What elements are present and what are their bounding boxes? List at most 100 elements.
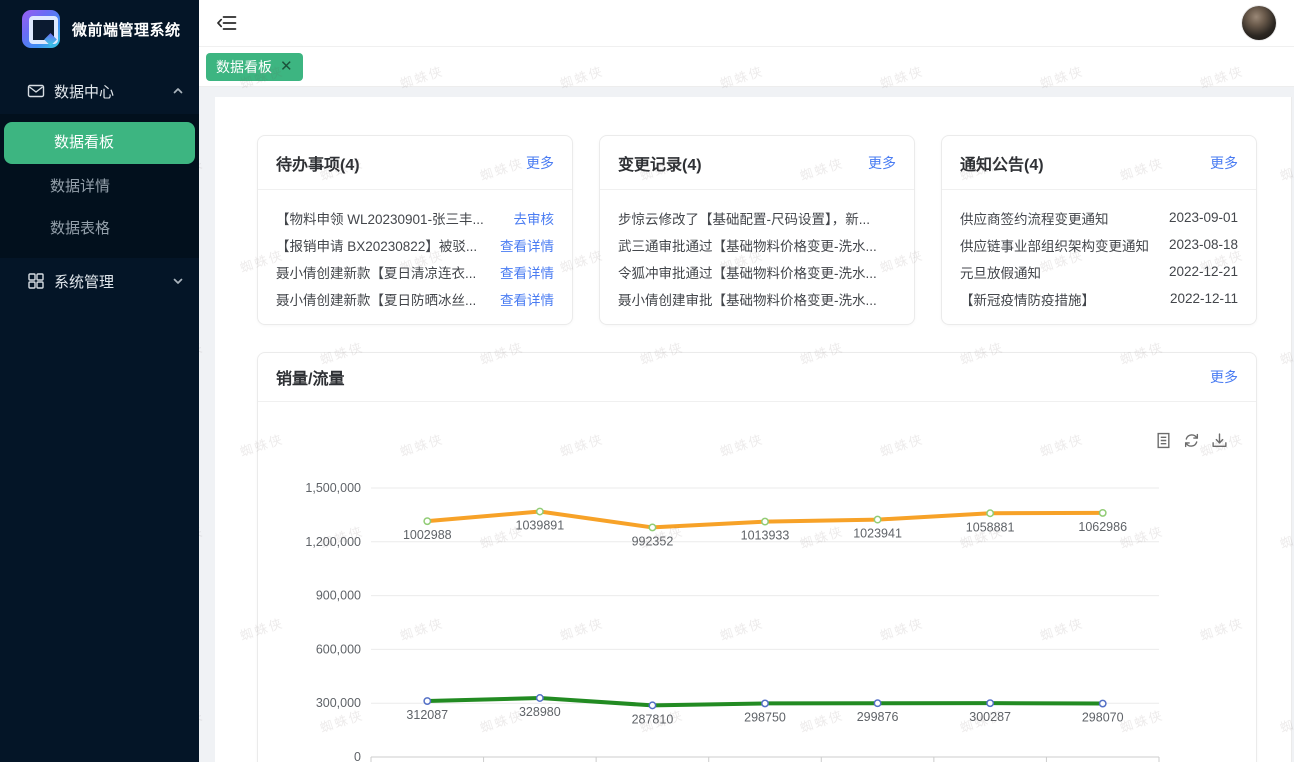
chart-more-link[interactable]: 更多 bbox=[1210, 369, 1238, 385]
item-date: 2022-12-21 bbox=[1168, 264, 1238, 279]
chevron-up-icon bbox=[171, 84, 185, 98]
data-point-label: 1002988 bbox=[403, 528, 452, 542]
item-text: 【物料申领 WL20230901-张三丰... bbox=[276, 211, 484, 227]
data-point-label: 1062986 bbox=[1078, 520, 1127, 534]
data-point-label: 298070 bbox=[1082, 711, 1124, 725]
sidebar-group-2[interactable]: 系统管理 bbox=[0, 258, 199, 304]
item-action-link[interactable]: 查看详情 bbox=[500, 265, 554, 281]
item-text: 【新冠疫情防疫措施】 bbox=[960, 292, 1095, 308]
item-action-link[interactable]: 查看详情 bbox=[500, 238, 554, 254]
item-date: 2022-12-11 bbox=[1169, 291, 1238, 306]
data-point-label: 992352 bbox=[632, 534, 674, 548]
sidebar-item[interactable]: 数据看板 bbox=[4, 122, 195, 164]
card-body: 步惊云修改了【基础配置-尺码设置】，新... 武三通审批通过【基础物料价格变更-洗… bbox=[600, 190, 914, 312]
sidebar-item[interactable]: 数据表格 bbox=[50, 220, 111, 237]
chart-card-header: 销量/流量 更多 bbox=[258, 353, 1256, 402]
item-text: 武三通审批通过【基础物料价格变更-洗水... bbox=[618, 238, 877, 254]
topbar bbox=[199, 0, 1294, 47]
data-point[interactable] bbox=[873, 515, 882, 524]
card-title: 变更记录(4) bbox=[618, 156, 702, 174]
card-header: 通知公告(4) 更多 bbox=[942, 136, 1256, 190]
content: 待办事项(4) 更多 【物料申领 WL20230901-张三丰... 去审核 【报销申请… bbox=[199, 87, 1294, 762]
card-more-link[interactable]: 更多 bbox=[1210, 154, 1238, 171]
item-text: 令狐冲审批通过【基础物料价格变更-洗水... bbox=[618, 265, 877, 281]
list-item: 【报销申请 BX20230822】被驳... 查看详情 bbox=[276, 231, 554, 258]
item-text: 供应链事业部组织架构变更通知 bbox=[960, 238, 1149, 254]
app-logo bbox=[22, 10, 60, 48]
data-point[interactable] bbox=[535, 507, 544, 516]
sidebar-group-label: 系统管理 bbox=[54, 273, 115, 291]
card-more-link[interactable]: 更多 bbox=[868, 154, 896, 171]
item-action-link[interactable]: 查看详情 bbox=[500, 292, 554, 308]
data-point-label: 328980 bbox=[519, 705, 561, 719]
item-text: 聂小倩创建审批【基础物料价格变更-洗水... bbox=[618, 292, 877, 308]
data-point-label: 298750 bbox=[744, 710, 786, 724]
y-axis-label: 300,000 bbox=[316, 696, 361, 710]
data-view-icon[interactable] bbox=[1155, 432, 1172, 449]
tab-data-board[interactable]: 数据看板 ✕ bbox=[206, 52, 303, 81]
refresh-icon[interactable] bbox=[1183, 432, 1200, 449]
data-point[interactable] bbox=[986, 699, 995, 708]
item-action-link[interactable]: 去审核 bbox=[513, 211, 555, 227]
list-item: 【物料申领 WL20230901-张三丰... 去审核 bbox=[276, 204, 554, 231]
chart-body: 0 300,000 600,000 900,000 1,200,000 1,500,000… bbox=[258, 402, 1256, 762]
chart-title: 销量/流量 bbox=[276, 371, 345, 388]
data-point[interactable] bbox=[873, 699, 882, 708]
sidebar: 微前端管理系统 数据中心数据看板数据详情数据表格系统管理 bbox=[0, 0, 199, 762]
data-point-label: 1058881 bbox=[966, 520, 1015, 534]
menu-fold-icon[interactable] bbox=[217, 14, 237, 32]
card-body: 供应商签约流程变更通知 2023-09-01 供应链事业部组织架构变更通知 2023-… bbox=[942, 190, 1256, 312]
download-icon[interactable] bbox=[1211, 432, 1228, 449]
close-icon[interactable]: ✕ bbox=[280, 58, 293, 75]
sidebar-item[interactable]: 数据详情 bbox=[50, 178, 111, 195]
item-date: 2023-08-18 bbox=[1168, 237, 1238, 252]
data-point[interactable] bbox=[535, 694, 544, 702]
list-item: 聂小倩创建新款【夏日清凉连衣... 查看详情 bbox=[276, 258, 554, 285]
list-item: 步惊云修改了【基础配置-尺码设置】，新... bbox=[618, 204, 896, 231]
app-title: 微前端管理系统 bbox=[72, 21, 181, 39]
chart-toolbox bbox=[1155, 432, 1228, 449]
mail-icon bbox=[27, 82, 45, 100]
data-point-label: 299876 bbox=[857, 710, 899, 724]
line-chart[interactable]: 0 300,000 600,000 900,000 1,200,000 1,500,000… bbox=[258, 402, 1255, 762]
chart-card: 销量/流量 更多 bbox=[257, 352, 1257, 762]
item-text: 步惊云修改了【基础配置-尺码设置】，新... bbox=[618, 211, 870, 227]
item-text: 【报销申请 BX20230822】被驳... bbox=[276, 238, 478, 254]
data-point[interactable] bbox=[423, 517, 432, 526]
data-point[interactable] bbox=[761, 699, 769, 708]
list-item: 供应链事业部组织架构变更通知 2023-08-18 bbox=[960, 231, 1238, 258]
list-item: 聂小倩创建新款【夏日防晒冰丝... 查看详情 bbox=[276, 285, 554, 312]
data-point-label: 1039891 bbox=[516, 519, 565, 533]
y-axis-label: 900,000 bbox=[316, 589, 361, 603]
item-text: 聂小倩创建新款【夏日清凉连衣... bbox=[276, 265, 477, 281]
data-point[interactable] bbox=[761, 517, 769, 526]
data-point[interactable] bbox=[423, 697, 432, 705]
chevron-down-icon bbox=[171, 274, 185, 288]
data-point[interactable] bbox=[1098, 699, 1107, 708]
list-item: 元旦放假通知 2022-12-21 bbox=[960, 258, 1238, 285]
data-point-label: 300287 bbox=[969, 710, 1011, 724]
y-axis-label: 1,200,000 bbox=[305, 535, 361, 549]
list-item: 武三通审批通过【基础物料价格变更-洗水... bbox=[618, 231, 896, 258]
data-point[interactable] bbox=[648, 701, 657, 710]
item-text: 元旦放假通知 bbox=[960, 265, 1041, 281]
dashboard-panel: 待办事项(4) 更多 【物料申领 WL20230901-张三丰... 去审核 【报销申请… bbox=[215, 97, 1292, 762]
sidebar-group-label: 数据中心 bbox=[54, 83, 115, 101]
card-header: 变更记录(4) 更多 bbox=[600, 136, 914, 190]
y-axis-label: 0 bbox=[354, 750, 361, 762]
card-title: 待办事项(4) bbox=[276, 156, 360, 174]
tab-label: 数据看板 bbox=[216, 58, 272, 75]
summary-card-2: 变更记录(4) 更多步惊云修改了【基础配置-尺码设置】，新... 武三通审批通过【基… bbox=[599, 135, 915, 325]
list-item: 【新冠疫情防疫措施】 2022-12-11 bbox=[960, 285, 1238, 312]
sidebar-group-1[interactable]: 数据中心 bbox=[0, 68, 199, 114]
avatar[interactable] bbox=[1242, 6, 1276, 40]
data-point[interactable] bbox=[1098, 508, 1107, 517]
data-point[interactable] bbox=[648, 523, 657, 532]
sidebar-submenu: 数据看板数据详情数据表格 bbox=[0, 114, 199, 258]
card-more-link[interactable]: 更多 bbox=[526, 154, 554, 171]
data-point[interactable] bbox=[986, 509, 995, 518]
main-area: 数据看板 ✕ 待办事项(4) 更多 【物料申领 WL20230901-张三丰... 去… bbox=[199, 0, 1294, 762]
tab-bar: 数据看板 ✕ bbox=[199, 47, 1294, 87]
data-point-label: 287810 bbox=[632, 712, 674, 726]
